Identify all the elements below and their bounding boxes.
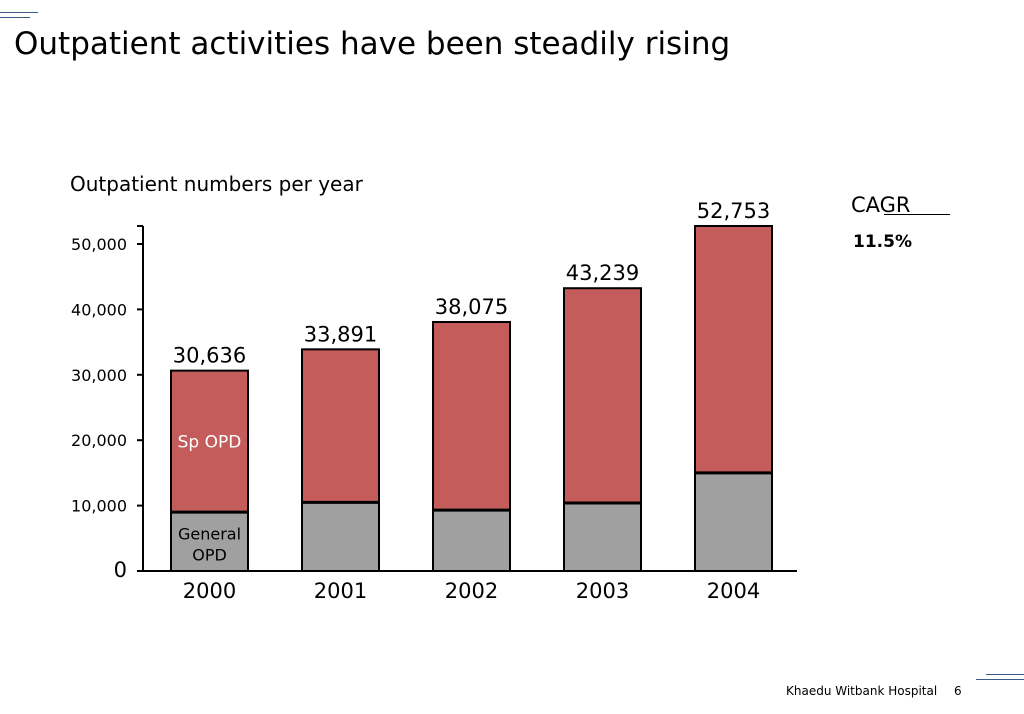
bar-general-opd-2000 — [170, 511, 249, 573]
y-tick-label-3: 30,000 — [71, 366, 127, 385]
total-label-2000: 30,636 — [173, 344, 246, 368]
bar-general-opd-2002 — [432, 509, 511, 573]
y-tick-label-4: 40,000 — [71, 300, 127, 319]
y-tick-label-1: 10,000 — [71, 497, 127, 516]
bar-sp-opd-2003 — [563, 287, 642, 504]
y-tick-label-0: 0 — [114, 558, 127, 582]
footer-text: Khaedu Witbank Hospital — [786, 684, 938, 698]
y-tick-label-5: 50,000 — [71, 235, 127, 254]
bar-sp-opd-2002 — [432, 320, 511, 512]
cagr-value: 11.5% — [853, 232, 912, 252]
bar-sp-opd-2000 — [170, 369, 249, 514]
cagr-underline — [884, 214, 950, 215]
series-label-general-opd: General OPD — [178, 525, 241, 565]
total-label-2004: 52,753 — [697, 199, 770, 223]
total-label-2001: 33,891 — [304, 322, 377, 346]
series-label-sp-opd: Sp OPD — [178, 432, 242, 452]
total-label-2002: 38,075 — [435, 295, 508, 319]
bar-sp-opd-2001 — [301, 348, 380, 504]
x-tick-label-2004: 2004 — [707, 579, 760, 603]
total-label-2003: 43,239 — [566, 261, 639, 285]
x-tick-label-2000: 2000 — [183, 579, 236, 603]
bars-layer: 30,636 Sp OPD General OPD 33,891 38,075 43,239… — [170, 199, 773, 573]
x-tick-label-2001: 2001 — [314, 579, 367, 603]
chart-title: Outpatient numbers per year — [70, 172, 364, 196]
x-tick-label-2002: 2002 — [445, 579, 498, 603]
slide-title: Outpatient activities have been steadily… — [14, 26, 731, 62]
axis-layer: 2000 2001 2002 2003 2004 0 10,000 20,000 30,000 4… — [71, 225, 797, 603]
cagr-label: CAGR — [851, 193, 911, 217]
page-number: 6 — [954, 684, 962, 698]
x-tick-label-2003: 2003 — [576, 579, 629, 603]
bar-sp-opd-2004 — [694, 224, 773, 474]
bar-general-opd-2003 — [563, 501, 642, 573]
bar-general-opd-2001 — [301, 501, 380, 572]
y-tick-label-2: 20,000 — [71, 431, 127, 450]
bar-general-opd-2004 — [694, 471, 773, 572]
